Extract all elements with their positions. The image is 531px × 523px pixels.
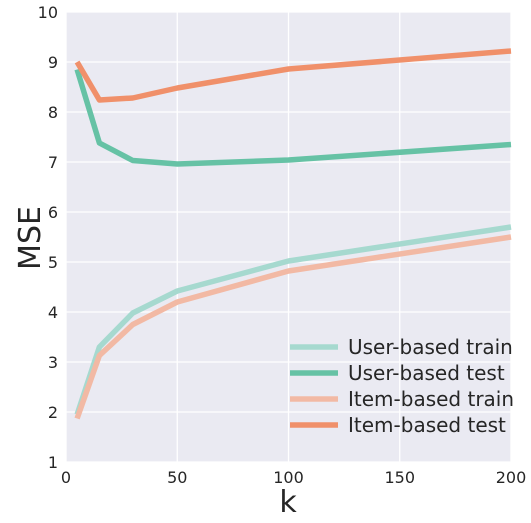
y-tick-label: 5 [48,253,58,272]
y-tick-label: 1 [48,453,58,472]
y-tick-label: 9 [48,53,58,72]
y-tick-label: 4 [48,303,58,322]
y-tick-label: 10 [38,3,58,22]
x-axis-label: k [279,485,297,520]
legend-label: User-based train [348,335,513,359]
x-tick-label: 0 [61,468,71,487]
y-tick-label: 6 [48,203,58,222]
x-tick-label: 200 [496,468,527,487]
series-line-2 [74,68,512,167]
y-tick-label: 3 [48,353,58,372]
y-tick-labels: 1 2 3 4 5 6 7 8 9 10 [38,3,58,472]
y-tick-label: 7 [48,153,58,172]
x-tick-label: 100 [273,468,304,487]
x-tick-labels: 0 50 100 150 200 [61,468,526,487]
series-line-4 [74,48,512,103]
series-line-3 [74,234,512,420]
legend-label: Item-based train [348,387,514,411]
y-tick-label: 8 [48,103,58,122]
y-tick-label: 2 [48,403,58,422]
series-lines [74,48,512,420]
y-axis-label: MSE [13,206,48,270]
x-tick-label: 50 [167,468,187,487]
x-tick-label: 150 [384,468,415,487]
legend-label: Item-based test [348,413,506,437]
legend-label: User-based test [348,361,505,385]
